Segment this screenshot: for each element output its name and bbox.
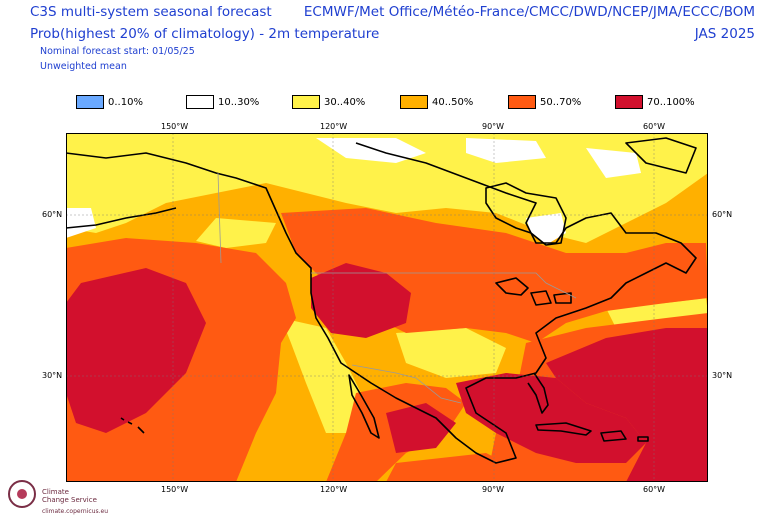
lat-label-left: 60°N [42,210,63,219]
gulf-dark-red [456,373,646,463]
lon-label-top: 150°W [161,122,189,131]
legend-swatch [292,95,320,109]
west-white-patch [66,208,96,238]
coastline-aleutians [66,207,177,229]
legend-item: 30..40% [292,94,365,110]
coastline-north-america [66,142,697,464]
season-label: JAS 2025 [694,26,755,42]
map-frame-border [66,133,708,482]
legend-label: 50..70% [540,96,582,108]
lon-label-bottom: 120°W [320,485,348,494]
chart-subtitle: Prob(highest 20% of climatology) - 2m te… [30,26,380,42]
atlantic-dark-red [546,328,708,482]
east-yellow-band [606,298,708,328]
legend-swatch [400,95,428,109]
arctic-white-patch [466,138,546,163]
border-alaska [217,172,222,264]
legend-item: 50..70% [508,94,581,110]
lat-label-right: 60°N [712,210,733,219]
border-us-canada [311,272,577,299]
lon-label-bottom: 60°W [643,485,666,494]
coastline-puerto-rico [637,436,649,442]
forecast-start-label: Nominal forecast start: 01/05/25 [40,46,195,57]
chart-title-sources: ECMWF/Met Office/Météo-France/CMCC/DWD/N… [303,4,755,20]
yellow-band [196,218,276,248]
lon-label-top: 60°W [643,122,666,131]
coastline-baja [348,374,380,439]
lon-label-top: 90°W [482,122,505,131]
gulf-yellow-band [281,318,366,433]
copernicus-logo: Climate Change Service climate.copernicu… [6,478,166,518]
western-us-dark-red [311,263,411,338]
pacific-dark-red [66,268,206,433]
logo-dot [17,489,27,499]
legend: 0..10% 10..30% 30..40% 40..50% 50..70% 7… [0,94,761,112]
logo-url: climate.copernicus.eu [42,508,109,515]
coastline-hawaii [120,417,145,434]
plains-yellow-band [396,328,506,378]
great-lakes [495,277,572,306]
logo-name-line2: Change Service [42,496,97,504]
legend-swatch [615,95,643,109]
legend-item: 10..30% [186,94,259,110]
coastline-hispaniola [600,430,627,442]
legend-label: 0..10% [108,96,143,108]
chart-title: C3S multi-system seasonal forecast [30,4,272,20]
legend-item: 0..10% [76,94,143,110]
weighting-label: Unweighted mean [40,61,127,72]
east-pacific-dark-red [386,403,456,453]
map-svg [66,133,708,482]
legend-swatch [76,95,104,109]
border-us-mexico [351,364,462,404]
c3s-logo-icon [8,480,36,508]
logo-ring [8,480,36,508]
coastline-cuba [535,422,592,436]
lat-label-right: 30°N [712,371,733,380]
arctic-white-patch [586,148,641,178]
legend-swatch [186,95,214,109]
legend-label: 70..100% [647,96,695,108]
lon-label-bottom: 90°W [482,485,505,494]
legend-swatch [508,95,536,109]
coastline-greenland [625,137,697,174]
logo-name-line1: Climate [42,488,69,496]
legend-label: 40..50% [432,96,474,108]
legend-item: 40..50% [400,94,473,110]
lon-label-bottom: 150°W [161,485,189,494]
legend-item: 70..100% [615,94,695,110]
legend-label: 30..40% [324,96,366,108]
coastline-florida [527,372,549,414]
lon-label-top: 120°W [320,122,348,131]
probability-map [66,133,708,482]
coastline-hudson-bay [485,182,567,246]
graticule [66,133,708,482]
legend-label: 10..30% [218,96,260,108]
lat-label-left: 30°N [42,371,63,380]
